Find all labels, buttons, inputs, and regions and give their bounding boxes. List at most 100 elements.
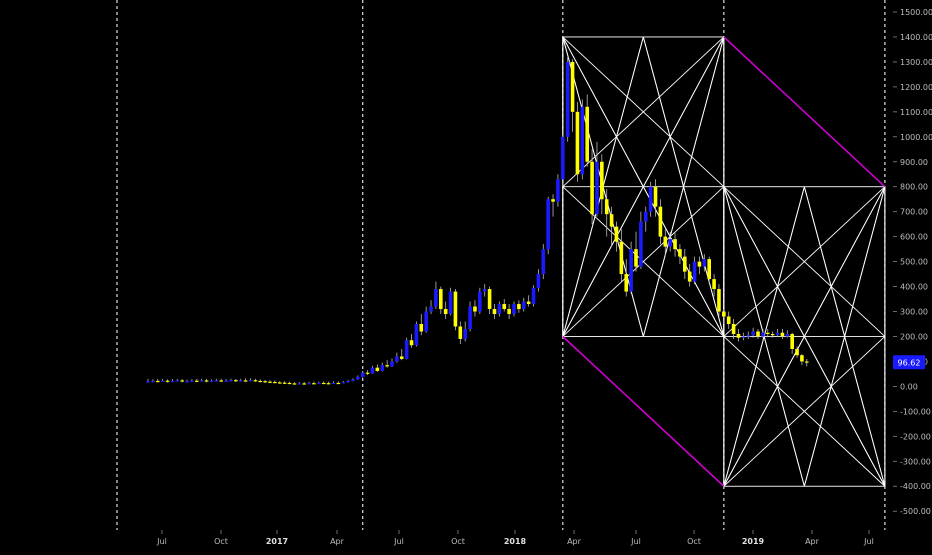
candle-131	[785, 330, 790, 338]
candle-32	[302, 381, 306, 385]
candle-70	[487, 286, 492, 315]
candle-89	[580, 99, 585, 180]
candle-body	[678, 249, 682, 257]
candle-body	[180, 380, 184, 382]
last-price-badge: 96.62	[893, 355, 925, 370]
candle-34	[312, 381, 316, 385]
candle-body	[604, 199, 609, 215]
last-price-badge-bg	[893, 355, 925, 370]
candle-93	[600, 154, 604, 215]
candle-body	[146, 381, 150, 383]
candle-body	[429, 306, 433, 312]
candle-body	[482, 289, 487, 292]
candle-42	[351, 378, 355, 382]
candle-117	[717, 284, 721, 317]
candle-body	[575, 111, 580, 175]
candle-body	[770, 333, 775, 336]
candle-19	[238, 378, 243, 382]
candle-body	[287, 382, 292, 385]
candle-body	[643, 211, 648, 222]
candle-body	[629, 249, 633, 292]
candle-body	[795, 348, 799, 356]
candle-26	[273, 380, 277, 384]
candle-63	[453, 289, 458, 331]
candle-body	[648, 186, 653, 212]
candle-body	[399, 356, 404, 359]
candle-74	[507, 304, 511, 320]
gann-fan-line	[723, 186, 886, 337]
y-tick-label: -100.00	[900, 407, 931, 416]
candle-body	[419, 324, 424, 332]
candle-body	[561, 136, 565, 180]
candle-50	[390, 358, 394, 367]
candle-body	[590, 161, 594, 215]
candle-body	[531, 287, 536, 305]
candle-body	[209, 380, 214, 383]
candle-12	[204, 378, 209, 383]
candle-body	[756, 331, 760, 337]
x-tick-label: Jul	[630, 537, 641, 546]
candle-body	[404, 340, 409, 359]
candle-88	[575, 101, 580, 182]
candle-body	[746, 335, 751, 337]
candle-98	[624, 259, 629, 297]
candle-67	[473, 300, 477, 317]
candle-77	[521, 297, 526, 312]
candle-15	[219, 378, 223, 382]
price-axis[interactable]: 1500.00 1400.00 1300.00 1200.00 1100.00 1000.…	[893, 8, 932, 516]
candle-94	[604, 189, 609, 237]
candle-133	[795, 346, 799, 358]
candle-body	[726, 316, 731, 324]
candle-body	[224, 380, 228, 382]
candle-106	[663, 229, 668, 257]
candle-76	[517, 300, 521, 313]
x-tick-label: 2017	[266, 537, 288, 546]
candle-body	[639, 221, 643, 267]
y-tick-label: 500.00	[900, 258, 928, 267]
candle-51	[395, 352, 399, 363]
candle-body	[199, 380, 204, 382]
candle-body	[268, 381, 272, 383]
candle-122	[741, 332, 746, 341]
candle-109	[678, 244, 682, 265]
candle-24	[263, 379, 267, 383]
candle-40	[341, 380, 345, 384]
candle-119	[726, 311, 731, 329]
candle-41	[346, 379, 350, 383]
candle-body	[312, 383, 316, 385]
candle-body	[697, 261, 702, 267]
candle-125	[756, 328, 760, 339]
y-tick-label: 1200.00	[900, 83, 932, 92]
candle-132	[790, 332, 794, 354]
candle-35	[317, 381, 321, 385]
diagonal-line-0	[562, 335, 725, 487]
gann-fan-line	[723, 336, 886, 487]
candle-body	[375, 367, 380, 371]
candle-body	[741, 336, 746, 338]
candle-44	[360, 370, 365, 378]
y-tick-label: -400.00	[900, 482, 931, 491]
candle-69	[482, 284, 487, 297]
gann-fan-line	[562, 36, 725, 188]
candle-61	[443, 301, 448, 320]
time-axis[interactable]: Jul Oct 2017 Apr Jul Oct 2018 Apr Jul Oct 2019 Apr J…	[156, 530, 874, 546]
candle-91	[590, 149, 594, 225]
candle-57	[424, 306, 428, 333]
candle-body	[785, 333, 790, 337]
candle-83	[551, 194, 555, 217]
candle-29	[287, 381, 292, 385]
candles	[146, 56, 809, 385]
candle-118	[722, 309, 726, 324]
candle-62	[448, 287, 453, 316]
candle-60	[439, 286, 443, 315]
candle-75	[512, 301, 516, 317]
candle-body	[253, 380, 258, 382]
y-tick-label: 900.00	[900, 158, 928, 167]
candle-body	[507, 309, 511, 315]
candle-body	[463, 328, 467, 339]
candle-body	[170, 380, 175, 383]
candle-body	[336, 382, 341, 385]
